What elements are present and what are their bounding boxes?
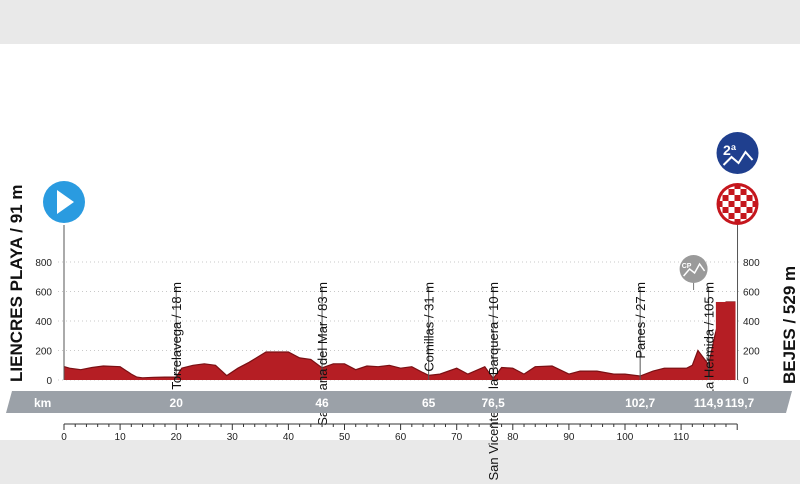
km-band-finish-value: 119,7 xyxy=(725,396,755,410)
x-tick-label-70: 70 xyxy=(451,432,463,443)
checkered-flag-icon xyxy=(716,183,759,225)
x-tick-label-80: 80 xyxy=(507,432,519,443)
play-icon xyxy=(57,190,74,214)
x-tick-label-20: 20 xyxy=(171,432,183,443)
y-tick-left-0: 0 xyxy=(46,376,52,387)
km-band-value-0: 20 xyxy=(170,396,184,410)
profile-area xyxy=(64,302,736,380)
cp-mountain-glyph xyxy=(683,262,706,277)
km-band xyxy=(6,391,792,413)
climb-mountain-glyph xyxy=(722,150,754,166)
waypoint-label-1: Santillana del Mar / 83 m xyxy=(315,282,330,426)
checker-cell xyxy=(734,189,741,195)
climb-category: 2ª xyxy=(723,142,737,158)
y-tick-right-800: 800 xyxy=(743,258,760,269)
y-tick-left-600: 600 xyxy=(35,288,52,299)
x-tick-label-60: 60 xyxy=(395,432,407,443)
checker-cell xyxy=(728,195,735,201)
x-tick-label-40: 40 xyxy=(283,432,295,443)
checker-cell xyxy=(728,219,735,222)
km-band-value-3: 76,5 xyxy=(481,396,505,410)
top-band xyxy=(0,0,800,44)
y-tick-left-400: 400 xyxy=(35,317,52,328)
y-tick-left-800: 800 xyxy=(35,258,52,269)
x-tick-label-30: 30 xyxy=(227,432,239,443)
y-tick-right-200: 200 xyxy=(743,347,760,358)
climb-badge-circle xyxy=(716,132,759,174)
x-tick-label-110: 110 xyxy=(673,432,689,443)
x-tick-label-0: 0 xyxy=(61,432,67,443)
waypoint-label-4: Panes / 27 m xyxy=(633,282,648,359)
km-band-value-1: 46 xyxy=(315,396,329,410)
checker-cell xyxy=(719,207,723,213)
checker-cell xyxy=(722,201,729,207)
checker-cell xyxy=(722,213,729,219)
cp-sprint-icon: CP xyxy=(679,255,708,290)
y-tick-right-600: 600 xyxy=(743,288,760,299)
checker-cell xyxy=(746,189,753,195)
mountain-pass-icon: 2ª xyxy=(716,132,759,174)
x-tick-label-50: 50 xyxy=(339,432,351,443)
checker-cell xyxy=(740,195,747,201)
bottom-band xyxy=(0,440,800,484)
checker-cell xyxy=(746,201,753,207)
start-play-icon xyxy=(43,181,85,223)
waypoint-label-5: La Hermida / 105 m xyxy=(702,282,717,396)
checker-cell xyxy=(728,207,735,213)
checker-cell xyxy=(752,195,756,201)
cp-circle xyxy=(679,255,708,283)
waypoint-label-0: Torrelavega / 18 m xyxy=(169,282,184,390)
waypoint-label-3: San Vicente de la Barquera / 10 m xyxy=(486,282,501,481)
plot-background xyxy=(0,44,800,440)
start-name: LIENCRES PLAYA / 91 m xyxy=(7,185,26,382)
waypoint-label-2: Comillas / 31 m xyxy=(422,282,437,372)
checker-cell xyxy=(734,201,741,207)
finish-climb-block xyxy=(715,301,736,380)
km-band-label: km xyxy=(34,396,51,410)
checker-cell xyxy=(719,195,723,201)
cp-mark-text: CP xyxy=(682,263,692,270)
finish-name: BEJES / 529 m xyxy=(780,266,799,384)
x-tick-label-10: 10 xyxy=(115,432,127,443)
km-band-value-4: 102,7 xyxy=(625,396,655,410)
checker-cell xyxy=(734,213,741,219)
km-band-value-5: 114,9 xyxy=(694,396,724,410)
checker-cell xyxy=(722,189,729,195)
checker-cell xyxy=(740,186,747,189)
checker-cell xyxy=(752,207,756,213)
x-tick-label-100: 100 xyxy=(617,432,634,443)
y-tick-left-200: 200 xyxy=(35,347,52,358)
checker-cell xyxy=(728,186,735,189)
y-tick-right-0: 0 xyxy=(743,376,749,387)
profile-ridge-line xyxy=(63,301,736,380)
x-tick-label-90: 90 xyxy=(563,432,575,443)
checker-cell xyxy=(740,207,747,213)
checker-cell xyxy=(746,213,753,219)
checker-cell xyxy=(740,219,747,222)
y-tick-right-400: 400 xyxy=(743,317,760,328)
km-band-value-2: 65 xyxy=(422,396,436,410)
